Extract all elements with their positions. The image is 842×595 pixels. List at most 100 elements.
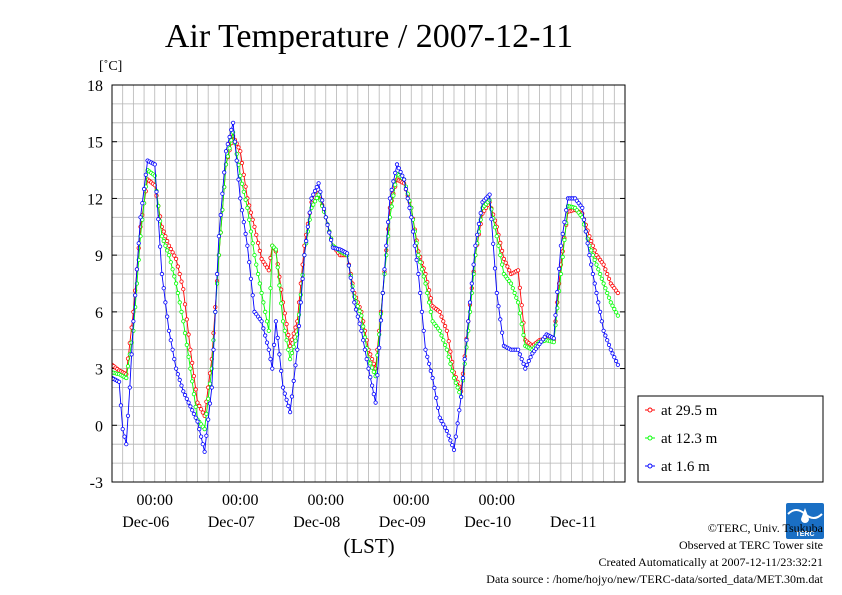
- data-point: [177, 300, 182, 305]
- data-point: [174, 366, 179, 371]
- data-point: [391, 179, 396, 184]
- data-point: [199, 407, 204, 412]
- data-point: [416, 253, 421, 258]
- data-point: [494, 290, 499, 296]
- y-tick-label: 15: [87, 135, 103, 152]
- data-point: [412, 243, 417, 248]
- data-point: [254, 232, 259, 237]
- data-point: [193, 415, 198, 420]
- data-point: [597, 309, 603, 314]
- data-point: [380, 290, 385, 296]
- data-point: [359, 328, 364, 333]
- data-point: [248, 210, 253, 215]
- data-point: [437, 309, 442, 314]
- data-point: [161, 238, 166, 244]
- data-point: [453, 434, 458, 439]
- data-point: [558, 243, 564, 248]
- data-point: [366, 366, 371, 371]
- data-point: [172, 274, 177, 279]
- data-point: [231, 120, 236, 125]
- data-point: [204, 411, 209, 416]
- data-point: [450, 368, 455, 373]
- data-point: [286, 332, 291, 338]
- data-point: [188, 404, 193, 409]
- data-point: [462, 356, 467, 362]
- data-point: [170, 267, 175, 272]
- data-point: [523, 366, 528, 371]
- data-point: [428, 368, 433, 373]
- data-point: [316, 181, 321, 186]
- data-point: [284, 321, 289, 327]
- data-point: [369, 356, 375, 362]
- data-point: [229, 138, 234, 143]
- x-axis-label: (LST): [343, 534, 394, 558]
- data-point: [188, 366, 193, 371]
- data-point: [291, 331, 296, 336]
- data-point: [159, 234, 164, 239]
- data-point: [279, 301, 284, 306]
- data-point: [298, 292, 303, 297]
- data-point: [140, 201, 145, 206]
- data-point: [182, 302, 188, 307]
- data-point: [312, 188, 318, 193]
- data-point: [615, 290, 621, 296]
- data-point: [608, 300, 613, 305]
- data-point: [211, 338, 216, 343]
- data-point: [512, 290, 517, 296]
- data-point: [133, 293, 138, 298]
- data-point: [204, 433, 209, 438]
- data-point: [521, 361, 526, 366]
- data-point: [492, 225, 498, 230]
- data-point: [491, 241, 496, 246]
- footer-source: Data source : /home/hojyo/new/TERC-data/…: [486, 572, 823, 586]
- data-point: [612, 306, 617, 312]
- data-point: [419, 309, 424, 314]
- data-point: [284, 397, 289, 402]
- data-point: [601, 281, 606, 286]
- data-point: [131, 319, 136, 324]
- y-tick-label: 9: [95, 248, 103, 265]
- data-point: [325, 222, 330, 227]
- data-point: [393, 182, 398, 187]
- data-point: [293, 363, 298, 368]
- data-point: [286, 403, 291, 408]
- data-point: [186, 400, 191, 405]
- data-point: [346, 263, 351, 268]
- data-point: [425, 290, 430, 296]
- data-point: [475, 232, 480, 237]
- data-point: [247, 260, 252, 265]
- data-point: [270, 366, 275, 371]
- data-point: [184, 317, 189, 322]
- data-point: [286, 347, 291, 352]
- data-point: [289, 350, 294, 356]
- data-point: [428, 309, 433, 314]
- series-line: [112, 134, 619, 418]
- x-date-label: Dec-07: [208, 514, 255, 531]
- data-point: [287, 356, 293, 362]
- data-point: [589, 262, 594, 267]
- data-point: [432, 385, 437, 390]
- data-point: [248, 276, 253, 281]
- y-tick-label: 6: [95, 305, 103, 322]
- data-point: [469, 281, 474, 286]
- data-point: [273, 247, 278, 252]
- data-point: [423, 281, 428, 286]
- data-point: [229, 127, 234, 132]
- data-point: [161, 229, 166, 234]
- data-point: [200, 410, 205, 415]
- data-point: [446, 354, 451, 359]
- data-point: [293, 325, 298, 330]
- data-point: [175, 290, 180, 296]
- data-point: [466, 319, 471, 324]
- data-point: [403, 186, 408, 192]
- data-point: [232, 139, 237, 144]
- data-point: [562, 220, 567, 225]
- data-point: [439, 333, 444, 338]
- x-date-label: Dec-08: [293, 514, 340, 531]
- data-point: [448, 361, 453, 366]
- data-point: [444, 428, 449, 434]
- data-point: [163, 300, 168, 305]
- data-point: [492, 266, 498, 271]
- logo-text: TERC: [795, 531, 814, 538]
- data-point: [615, 313, 621, 318]
